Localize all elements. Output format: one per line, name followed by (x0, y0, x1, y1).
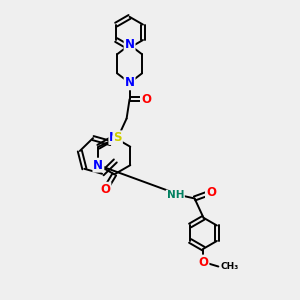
Text: N: N (93, 159, 103, 172)
Text: S: S (113, 131, 122, 144)
Text: N: N (124, 76, 135, 89)
Text: O: O (206, 186, 216, 199)
Text: N: N (109, 131, 119, 144)
Text: O: O (100, 183, 110, 196)
Text: O: O (141, 93, 151, 106)
Text: N: N (124, 38, 135, 51)
Text: O: O (199, 256, 208, 268)
Text: CH₃: CH₃ (221, 262, 239, 271)
Text: NH: NH (167, 190, 184, 200)
